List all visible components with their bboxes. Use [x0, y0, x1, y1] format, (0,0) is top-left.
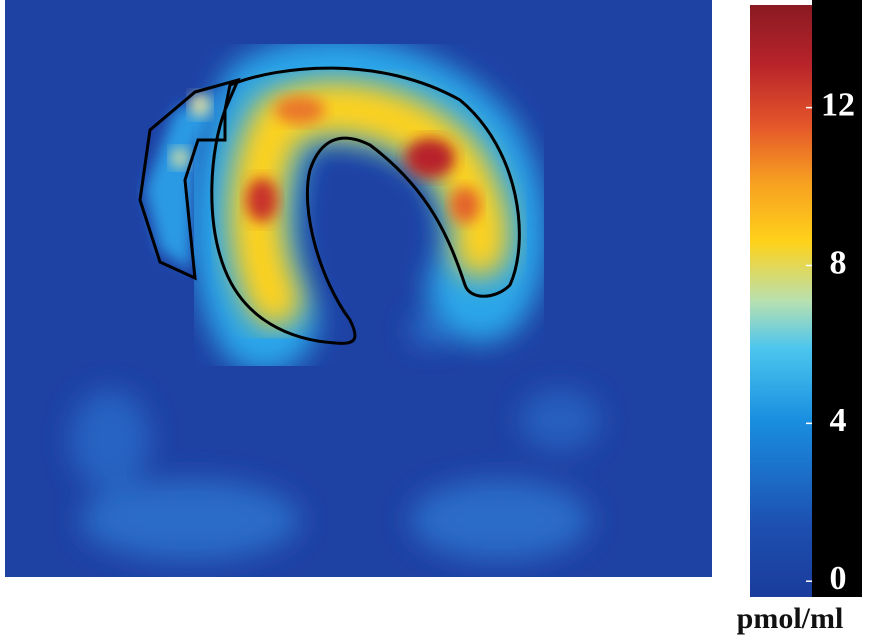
- tick-label: 8: [830, 244, 847, 281]
- tick-label: 12: [821, 86, 855, 123]
- colorbar-gradient: [750, 5, 812, 597]
- colorbar-unit: pmol/ml: [737, 602, 844, 635]
- colorbar: 0 4 8 12: [750, 0, 862, 597]
- tick-label: 4: [830, 402, 847, 439]
- figure: 0 4 8 12 pmol/ml: [0, 0, 869, 643]
- scan-image: [5, 0, 712, 577]
- tick-label: 0: [830, 560, 847, 597]
